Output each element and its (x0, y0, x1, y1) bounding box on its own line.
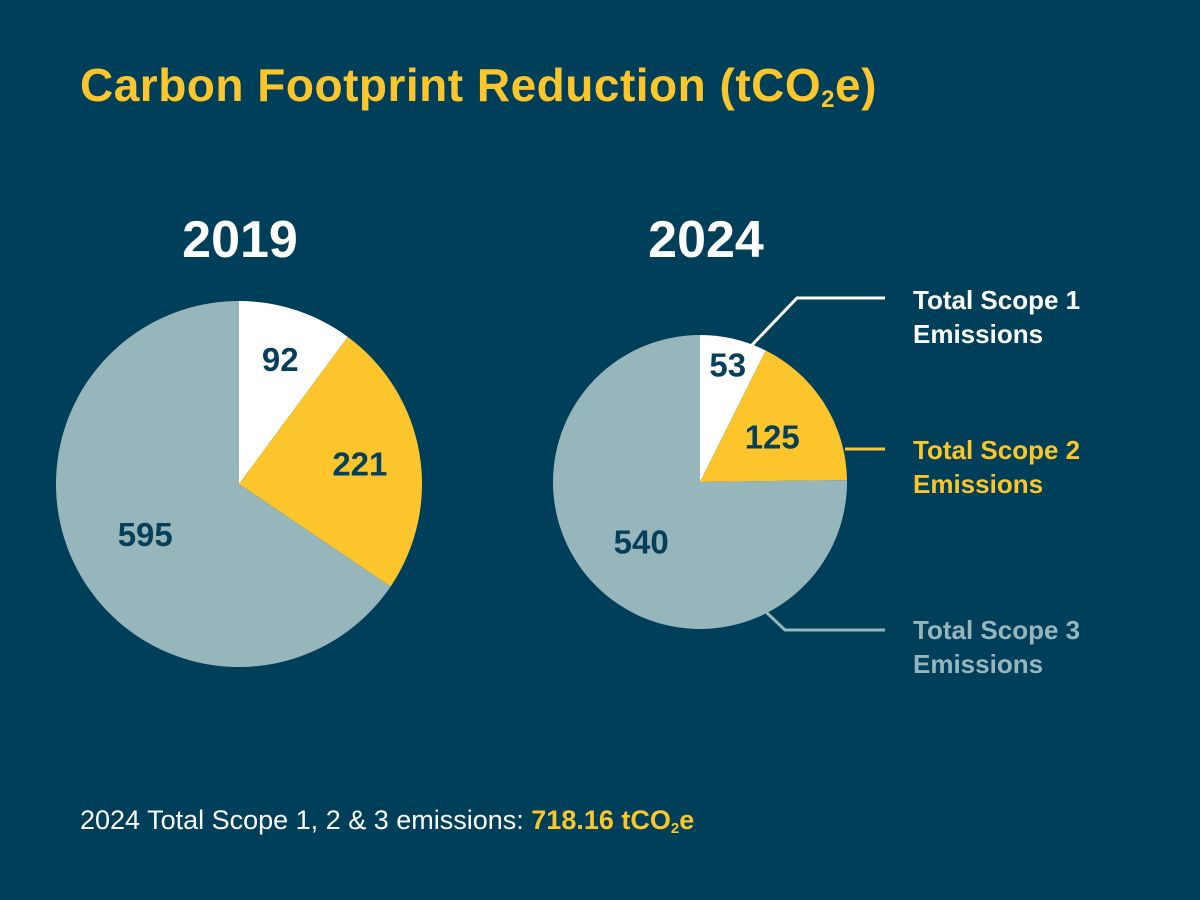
pie-2019-label-scope1: 92 (262, 341, 299, 378)
pie-2024-slice-scope1 (700, 335, 766, 482)
pie-2019-label-scope3: 595 (118, 516, 173, 553)
legend-scope1: Total Scope 1 Emissions (913, 285, 1081, 349)
footer-total: 2024 Total Scope 1, 2 & 3 emissions: 718… (80, 805, 695, 837)
pie-2024-slice-scope2 (700, 350, 847, 482)
pie-2024-label-scope3: 540 (614, 524, 669, 561)
pie-2024-label-scope1: 53 (709, 347, 746, 384)
pie-2024-label-scope2: 125 (745, 419, 800, 456)
pie-2024-title: 2024 (648, 211, 764, 269)
leader-line-scope1 (750, 296, 885, 347)
pie-2019-label-scope2: 221 (332, 445, 387, 482)
legend-scope2: Total Scope 2 Emissions (913, 435, 1081, 499)
pie-2019-slice-scope3 (55, 301, 391, 668)
legend-scope3: Total Scope 3 Emissions (913, 615, 1081, 679)
pie-2019-title: 2019 (182, 211, 298, 269)
leader-line-scope3 (764, 610, 885, 632)
chart-title: Carbon Footprint Reduction (tCO2e) (80, 59, 877, 113)
pie-2019-slice-scope1 (239, 301, 348, 484)
pie-2019-slice-scope2 (239, 336, 423, 587)
pie-2024-slice-scope3 (553, 335, 847, 629)
